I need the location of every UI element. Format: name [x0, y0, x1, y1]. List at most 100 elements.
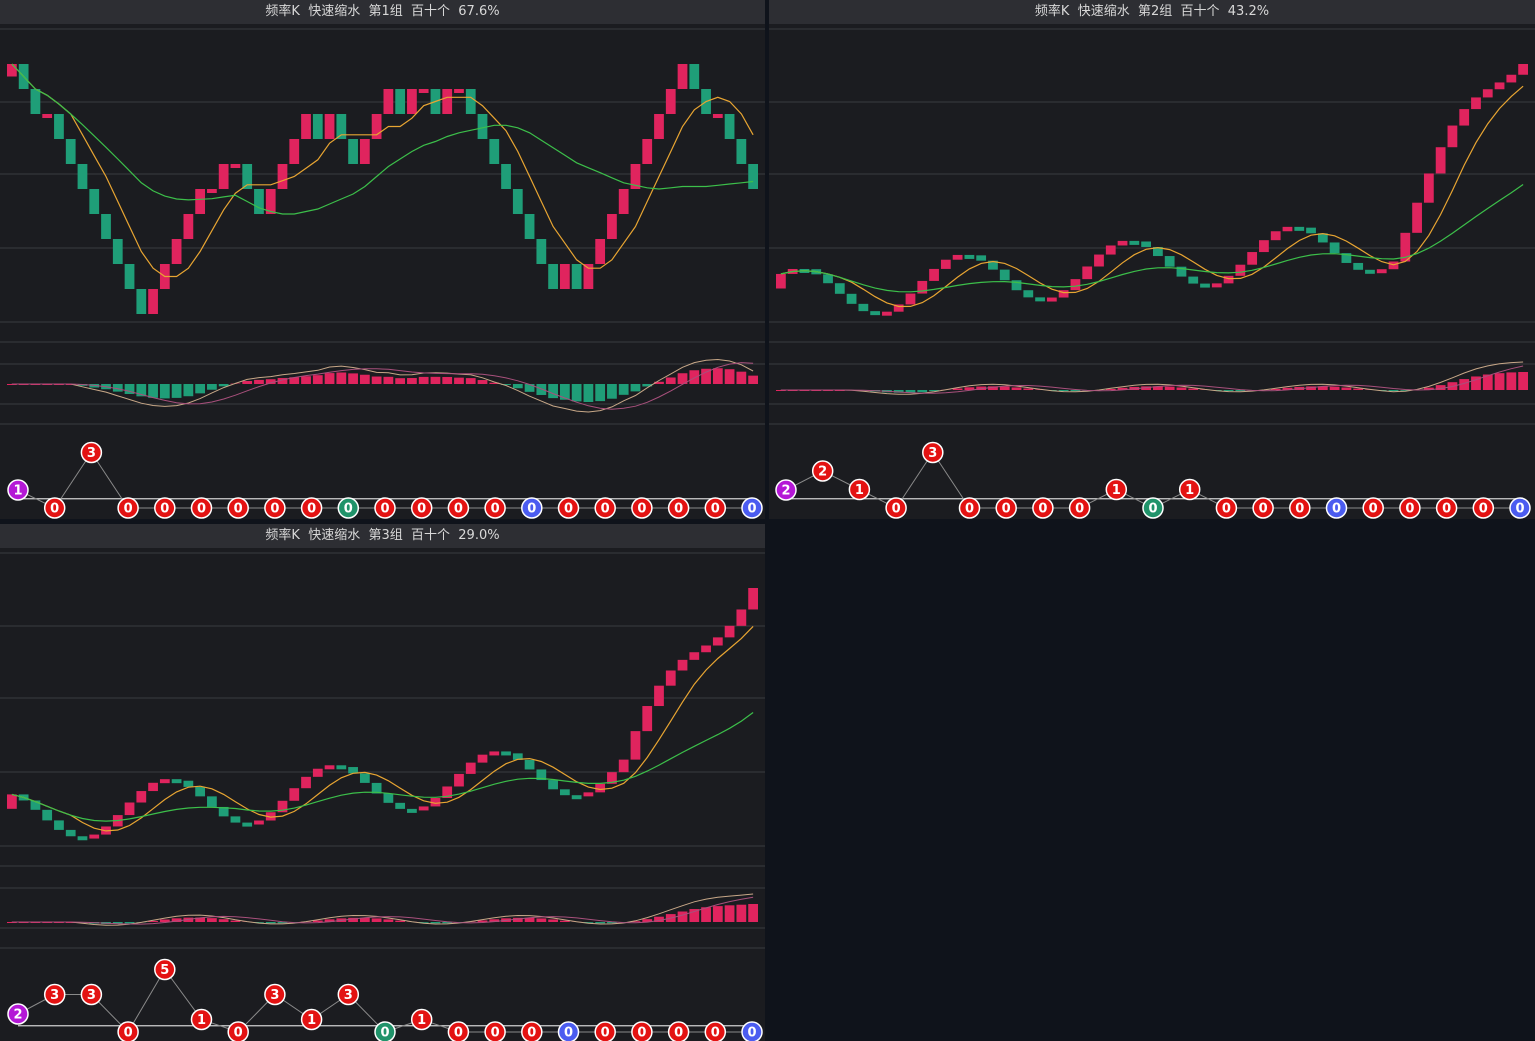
badge-label: 3: [87, 446, 96, 461]
badge-label: 0: [160, 502, 169, 517]
candle: [359, 139, 370, 164]
ma-long-line: [11, 712, 754, 822]
macd-bar: [265, 379, 276, 384]
macd-bar: [618, 384, 629, 395]
count-badge: 0: [958, 497, 981, 519]
candle: [607, 214, 617, 239]
candle: [395, 802, 406, 809]
badge-label: 0: [892, 502, 901, 517]
badge-label: 0: [965, 502, 974, 517]
candle: [124, 264, 135, 289]
candle: [254, 189, 264, 214]
candle: [583, 792, 594, 797]
macd-bar: [1188, 388, 1199, 390]
candle: [136, 289, 147, 314]
macd-bar: [207, 384, 217, 390]
macd-bar: [289, 377, 300, 384]
candle: [654, 685, 664, 707]
count-badge: 1: [190, 1008, 213, 1031]
candle: [964, 254, 975, 259]
candle: [301, 776, 311, 789]
macd-bar: [1317, 386, 1328, 390]
macd-bar: [195, 917, 206, 922]
candle: [952, 254, 963, 260]
candle: [89, 834, 100, 839]
macd-bar: [1423, 387, 1434, 390]
candle: [618, 759, 629, 773]
count-badge: 1: [848, 478, 871, 501]
candle: [1294, 226, 1305, 231]
badge-label: 0: [674, 502, 683, 517]
candle: [171, 239, 182, 264]
macd-bar: [1376, 390, 1387, 391]
count-badge: 0: [227, 497, 249, 519]
candle: [1353, 262, 1364, 270]
macd-bar: [964, 387, 975, 390]
macd-bar: [489, 919, 500, 922]
macd-bar: [665, 377, 676, 384]
badge-label: 0: [564, 502, 573, 517]
candle: [301, 114, 311, 139]
badge-label: 0: [601, 502, 610, 517]
badge-label: 0: [124, 1026, 133, 1041]
candle: [477, 754, 488, 763]
candle: [348, 767, 358, 774]
candle: [442, 89, 453, 114]
count-badge: 3: [80, 441, 103, 464]
candle: [1164, 256, 1175, 267]
macd-bar: [1117, 387, 1128, 390]
candle: [1270, 231, 1281, 241]
candle: [689, 64, 700, 89]
candle: [242, 822, 253, 827]
macd-bar: [689, 370, 700, 384]
macd-bar: [1176, 387, 1187, 390]
candle: [823, 274, 833, 284]
macd-bar: [1023, 388, 1034, 390]
count-badge: 0: [1325, 497, 1348, 519]
macd-bar: [571, 384, 582, 402]
candle: [418, 806, 429, 811]
candle: [1400, 232, 1411, 262]
candle: [630, 731, 641, 760]
macd-bar: [324, 373, 335, 384]
candle: [359, 773, 370, 783]
candle: [183, 780, 194, 787]
candle: [324, 765, 335, 770]
macd-bar: [454, 377, 464, 384]
badge-label: 0: [491, 1026, 500, 1041]
candle: [454, 89, 464, 93]
candle: [1235, 264, 1246, 276]
count-badge: 0: [484, 1021, 506, 1041]
candle: [736, 139, 747, 164]
macd-bar: [242, 381, 253, 384]
candle: [595, 239, 606, 264]
candle: [254, 820, 264, 825]
count-badge: 0: [667, 1021, 690, 1041]
candle: [548, 264, 558, 289]
macd-bar: [371, 918, 382, 922]
candle: [1329, 242, 1340, 254]
macd-bar: [536, 384, 547, 395]
candle: [407, 89, 417, 114]
badge-label: 0: [344, 502, 353, 517]
count-badge: 0: [1252, 497, 1274, 519]
macd-bar: [548, 384, 558, 399]
badge-label: 0: [601, 1026, 610, 1041]
candle: [846, 293, 857, 304]
candle: [665, 670, 676, 686]
badge-label: 3: [344, 988, 353, 1003]
candle: [148, 782, 158, 792]
candle: [1412, 202, 1422, 233]
candle: [1482, 89, 1493, 98]
macd-bar: [383, 376, 394, 384]
count-badge: 0: [1215, 497, 1238, 519]
candle: [701, 645, 711, 653]
macd-bar: [477, 380, 488, 384]
macd-bar: [1141, 386, 1151, 390]
candle: [89, 189, 100, 214]
macd-bar: [701, 368, 711, 384]
count-badge: 0: [1362, 497, 1384, 519]
candle: [407, 808, 417, 813]
count-badge: 0: [154, 497, 176, 519]
macd-bar: [1329, 386, 1340, 390]
